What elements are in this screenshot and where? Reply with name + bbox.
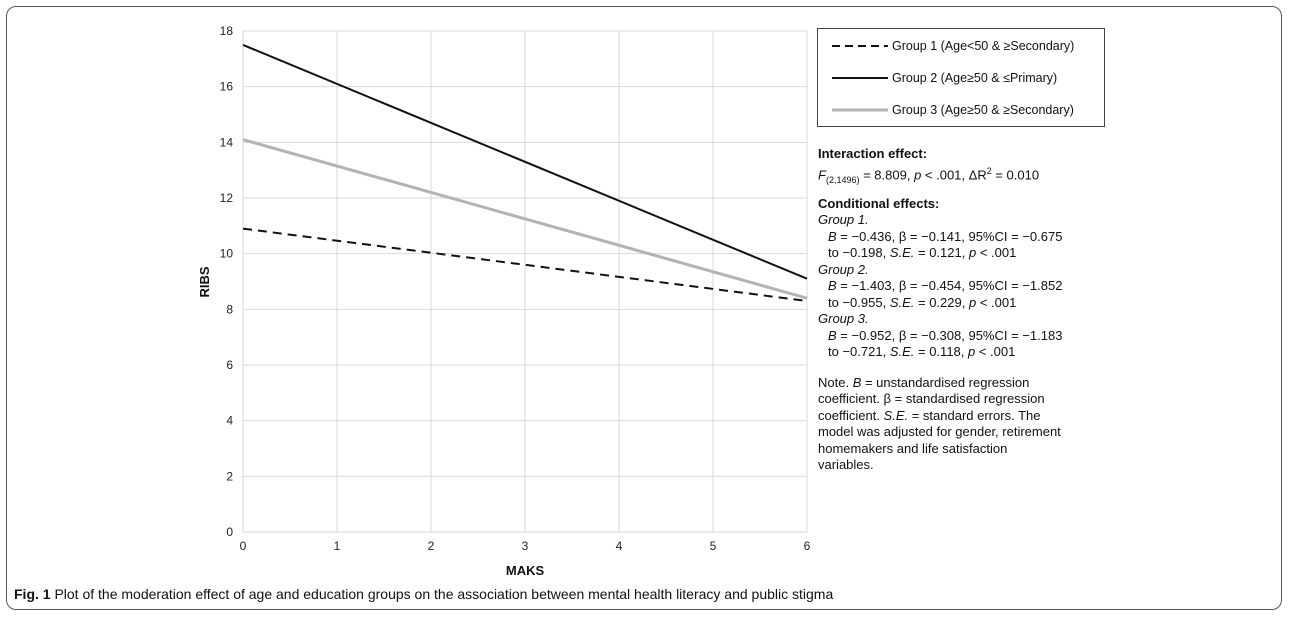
- legend-swatch-dashed: [832, 45, 888, 47]
- x-tick-label: 3: [522, 539, 529, 553]
- group-2-label: Group 2.: [818, 261, 869, 277]
- group-2-effects: Group 2. B = −1.403, β = −0.454, 95%CI =…: [818, 261, 1063, 310]
- y-tick-label: 6: [226, 358, 233, 372]
- y-tick-label: 14: [220, 135, 234, 149]
- group-1-effects: Group 1. B = −0.436, β = −0.141, 95%CI =…: [818, 212, 1063, 261]
- y-tick-label: 4: [226, 414, 233, 428]
- y-tick-label: 2: [226, 469, 233, 483]
- legend-item-group-2: Group 2 (Age≥50 & ≤Primary): [832, 69, 1057, 87]
- legend-label: Group 3 (Age≥50 & ≥Secondary): [892, 103, 1074, 117]
- x-tick-label: 4: [616, 539, 623, 553]
- legend-item-group-3: Group 3 (Age≥50 & ≥Secondary): [832, 101, 1074, 119]
- model-note: Note. B = unstandardised regression coef…: [818, 374, 1061, 473]
- x-tick-label: 6: [804, 539, 811, 553]
- x-tick-label: 5: [710, 539, 717, 553]
- chart-series: [242, 43, 808, 302]
- y-tick-label: 8: [226, 302, 233, 316]
- group-3-effects: Group 3. B = −0.952, β = −0.308, 95%CI =…: [818, 311, 1063, 360]
- interaction-effect-line: F(2,1496) = 8.809, p < .001, ΔR2 = 0.010: [818, 165, 1040, 185]
- group-1-label: Group 1.: [818, 212, 869, 228]
- series-line-group-3: [242, 138, 808, 300]
- statistics-notes: Interaction effect: F(2,1496) = 8.809, p…: [818, 146, 1118, 474]
- figure-label: Fig. 1: [14, 586, 51, 602]
- caption-text: Plot of the moderation effect of age and…: [50, 586, 834, 602]
- legend-swatch-solid-gray: [832, 108, 888, 112]
- interaction-heading: Interaction effect:: [818, 146, 928, 161]
- x-tick-label: 0: [240, 539, 247, 553]
- y-tick-label: 18: [220, 24, 234, 38]
- y-axis-title: RIBS: [197, 266, 212, 297]
- x-axis-title: MAKS: [506, 563, 545, 578]
- chart-grid: [242, 30, 808, 533]
- x-tick-label: 2: [428, 539, 435, 553]
- y-tick-label: 12: [220, 191, 234, 205]
- legend-label: Group 2 (Age≥50 & ≤Primary): [892, 71, 1058, 85]
- y-tick-label: 0: [226, 525, 233, 539]
- legend-item-group-1: Group 1 (Age<50 & ≥Secondary): [832, 37, 1074, 55]
- figure-caption: Fig. 1 Plot of the moderation effect of …: [14, 586, 833, 602]
- legend-swatch-solid-black: [832, 77, 888, 79]
- group-3-label: Group 3.: [818, 311, 869, 327]
- y-tick-label: 10: [220, 247, 234, 261]
- y-tick-label: 16: [220, 80, 234, 94]
- series-line-group-2: [242, 43, 808, 280]
- legend-label: Group 1 (Age<50 & ≥Secondary): [892, 39, 1075, 53]
- chart-legend: Group 1 (Age<50 & ≥Secondary) Group 2 (A…: [817, 28, 1105, 127]
- conditional-heading: Conditional effects:: [818, 195, 940, 211]
- x-tick-label: 1: [334, 539, 341, 553]
- series-line-group-1: [242, 227, 808, 302]
